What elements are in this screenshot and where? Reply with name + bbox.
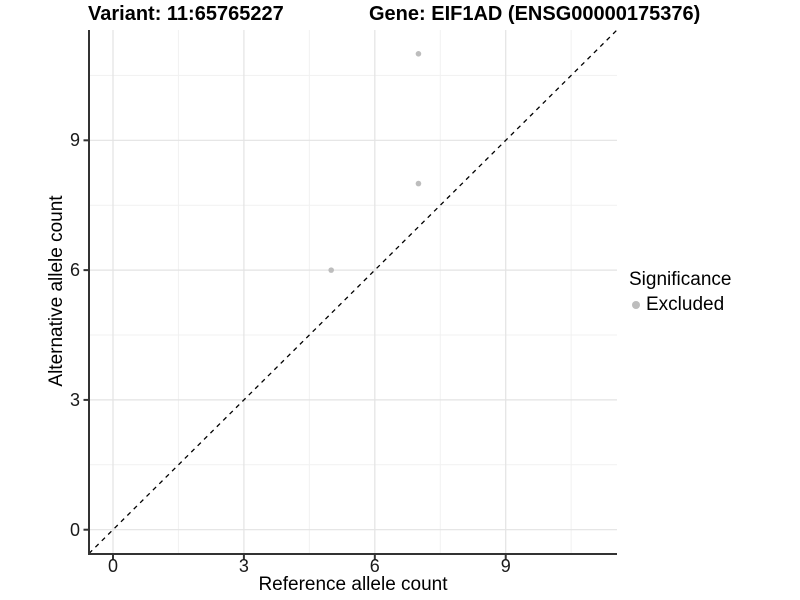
data-point (415, 50, 422, 57)
legend-item-label: Excluded (646, 294, 725, 315)
x-tick-label: 9 (500, 556, 511, 576)
gene-title: Gene: EIF1AD (ENSG00000175376) (369, 3, 701, 25)
x-tick-label: 0 (107, 556, 119, 576)
legend-title: Significance (629, 269, 732, 290)
x-axis-title: Reference allele count (258, 574, 448, 595)
legend-item-excluded: Excluded (629, 294, 731, 316)
x-tick-label: 6 (369, 556, 380, 576)
data-point (328, 267, 334, 273)
y-axis-title: Alternative allele count (46, 195, 67, 387)
excluded-dot-icon (632, 301, 640, 309)
y-tick-label: 3 (69, 389, 80, 410)
y-tick-label: 9 (69, 130, 80, 151)
variant-title: Variant: 11:65765227 (88, 3, 284, 25)
identity-line (88, 29, 618, 554)
x-tick-label: 3 (238, 556, 249, 576)
legend: Significance Excluded (629, 269, 731, 316)
y-tick-label: 0 (69, 519, 80, 540)
data-point (415, 180, 422, 187)
y-tick-label: 6 (69, 260, 80, 281)
